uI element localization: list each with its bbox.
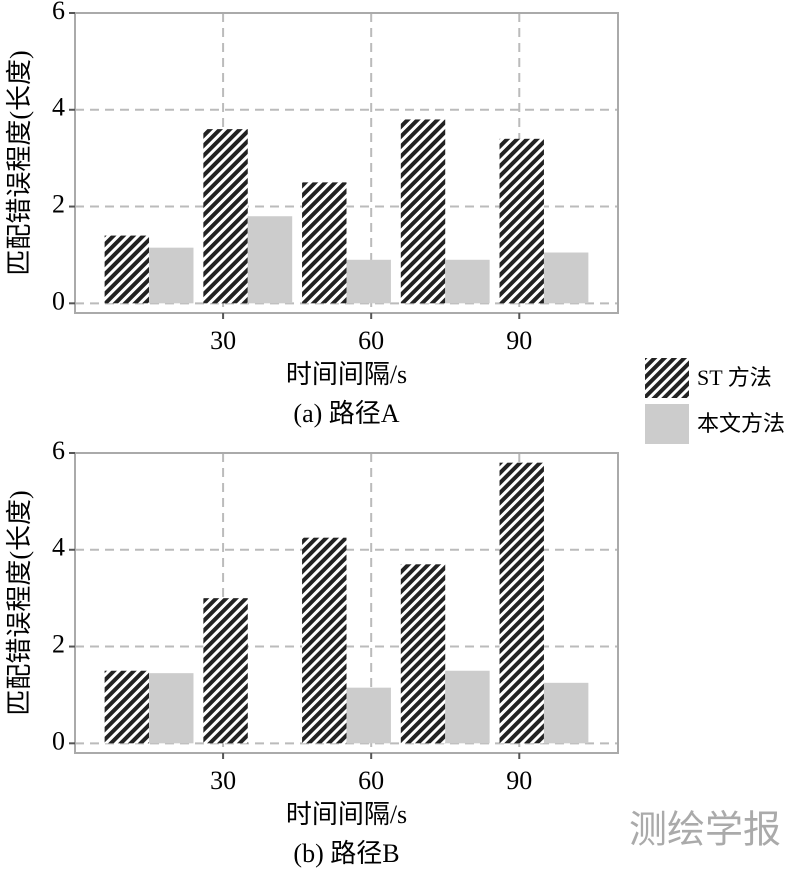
bar (302, 537, 347, 744)
y-axis-label: 匹配错误程度(长度) (5, 490, 34, 715)
bar (543, 682, 589, 744)
bar (104, 235, 150, 304)
y-tick-label: 0 (52, 726, 65, 755)
plot-frame (74, 12, 619, 314)
x-tick-label: 30 (210, 766, 236, 795)
x-axis-label: 时间间隔/s (286, 360, 407, 389)
bar (247, 216, 293, 304)
bar (149, 247, 194, 304)
y-tick-label: 0 (52, 286, 65, 315)
plot-frame (74, 452, 619, 754)
bar (445, 259, 490, 304)
y-axis-label: 匹配错误程度(长度) (5, 50, 34, 275)
bar (445, 670, 490, 744)
x-tick-label: 90 (506, 326, 532, 355)
y-tick-label: 6 (52, 0, 65, 25)
bar (203, 129, 248, 304)
y-tick-label: 4 (52, 533, 65, 562)
caption: (b) 路径B (293, 839, 399, 868)
y-tick-label: 6 (52, 436, 65, 465)
watermark: 测绘学报 (629, 808, 781, 852)
bar (499, 138, 544, 304)
x-tick-label: 60 (358, 766, 384, 795)
bar (400, 119, 446, 304)
caption: (a) 路径A (293, 399, 399, 428)
legend-label: ST 方法 (697, 365, 772, 390)
legend-swatch (645, 358, 689, 398)
legend-label: 本文方法 (697, 411, 785, 436)
bar (543, 252, 589, 304)
legend-swatch (645, 404, 689, 444)
bar (400, 564, 446, 744)
x-tick-label: 90 (506, 766, 532, 795)
bar (302, 182, 347, 304)
bar (346, 687, 391, 744)
bar (149, 673, 194, 744)
bar (499, 462, 544, 744)
y-tick-label: 2 (52, 630, 65, 659)
y-tick-label: 4 (52, 93, 65, 122)
y-tick-label: 2 (52, 190, 65, 219)
x-axis-label: 时间间隔/s (286, 800, 407, 829)
x-tick-label: 30 (210, 326, 236, 355)
bar (346, 259, 391, 304)
bar (104, 670, 150, 744)
x-tick-label: 60 (358, 326, 384, 355)
bar (203, 598, 248, 744)
